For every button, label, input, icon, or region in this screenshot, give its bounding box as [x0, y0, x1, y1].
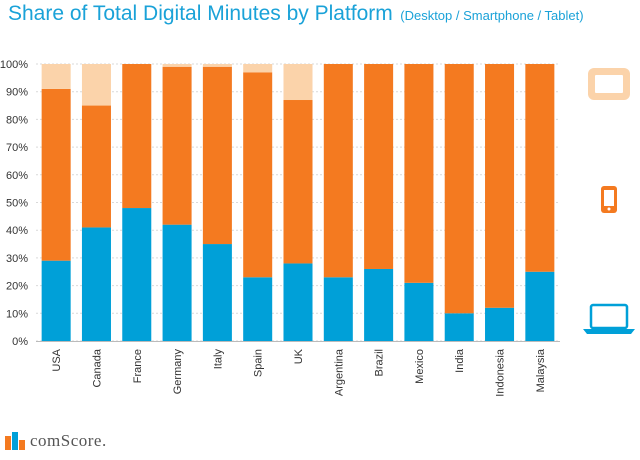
laptop-icon: [583, 303, 635, 334]
bar-segment: [41, 88, 71, 261]
bar-segment: [485, 64, 515, 308]
bar-segment: [162, 224, 192, 341]
x-tick-label: USA: [51, 348, 63, 371]
y-tick-label: 60%: [6, 170, 28, 182]
bar-segment: [202, 244, 232, 341]
bar-segment: [243, 277, 273, 341]
bar-segment: [122, 208, 152, 341]
bar-segment: [525, 271, 555, 341]
y-tick-label: 0%: [12, 336, 28, 348]
y-tick-label: 70%: [6, 142, 28, 154]
x-tick-label: Italy: [212, 349, 224, 370]
x-tick-label: Germany: [172, 349, 184, 395]
bar-segment: [283, 64, 313, 101]
bar-segment: [525, 64, 555, 272]
y-tick-label: 40%: [6, 225, 28, 237]
legend: [583, 68, 635, 334]
bar-segment: [81, 105, 111, 228]
smartphone-icon: [601, 186, 617, 213]
x-tick-label: Argentina: [333, 348, 345, 396]
bar-segment: [323, 64, 353, 278]
bar-segment: [364, 268, 394, 341]
bar-segment: [243, 72, 273, 278]
stacked-bar-chart: 0% 10% 20% 30% 40% 50% 60% 70% 80% 90% 100% USA Can…: [0, 59, 635, 397]
bar-segment: [81, 64, 111, 106]
x-axis: USA Canada France Germany Italy Spain UK Argent…: [36, 341, 560, 397]
bar-segment: [283, 263, 313, 341]
bar-segment: [404, 282, 434, 341]
bar-segment: [162, 66, 192, 225]
bar-segment: [283, 100, 313, 264]
x-tick-label: Malaysia: [535, 348, 547, 392]
bar-segment: [202, 66, 232, 245]
bar-segment: [364, 64, 394, 269]
x-tick-label: Canada: [91, 348, 103, 387]
brand-name: comScore.: [30, 431, 107, 450]
x-tick-label: UK: [293, 348, 305, 364]
y-axis: 0% 10% 20% 30% 40% 50% 60% 70% 80% 90% 100%: [0, 59, 28, 348]
comscore-logo-mark: [5, 432, 25, 450]
y-tick-label: 20%: [6, 281, 28, 293]
bar-segment: [323, 277, 353, 341]
bar-segment: [444, 313, 474, 341]
chart-title-block: Share of Total Digital Minutes by Platfo…: [8, 2, 584, 26]
bar-segment: [41, 260, 71, 341]
x-tick-label: Indonesia: [495, 348, 507, 397]
tablet-icon: [588, 68, 630, 100]
x-tick-label: France: [132, 349, 144, 383]
bar-segment: [41, 64, 71, 89]
x-tick-label: Spain: [253, 349, 265, 377]
bar-segment: [162, 64, 192, 67]
bar-segment: [444, 64, 474, 314]
y-tick-label: 50%: [6, 198, 28, 210]
x-tick-label: India: [454, 348, 466, 373]
y-tick-label: 30%: [6, 253, 28, 265]
bar-segment: [404, 64, 434, 283]
x-tick-label: Mexico: [414, 349, 426, 384]
bars: [41, 64, 555, 341]
x-tick-label: Brazil: [374, 349, 386, 377]
chart-subtitle: (Desktop / Smartphone / Tablet): [400, 8, 584, 23]
bar-segment: [485, 307, 515, 341]
chart-title: Share of Total Digital Minutes by Platfo…: [8, 2, 393, 25]
bar-segment: [243, 64, 273, 73]
y-tick-label: 10%: [6, 308, 28, 320]
comscore-logo: comScore.: [4, 430, 107, 452]
y-tick-label: 90%: [6, 87, 28, 99]
bar-segment: [81, 227, 111, 341]
y-tick-label: 100%: [0, 59, 28, 71]
bar-segment: [202, 64, 232, 67]
bar-segment: [122, 64, 152, 209]
y-tick-label: 80%: [6, 114, 28, 126]
